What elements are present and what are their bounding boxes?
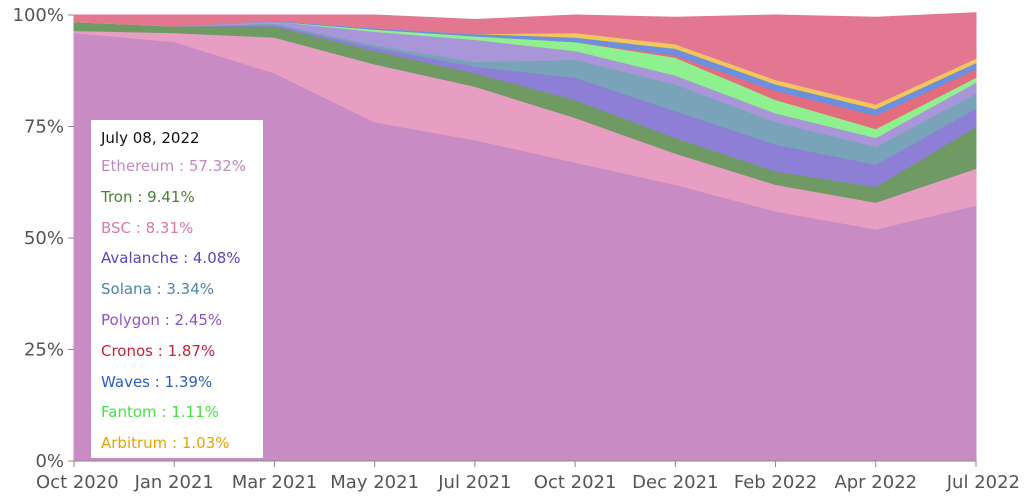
tooltip-date: July 08, 2022 bbox=[101, 129, 200, 147]
tooltip-entry: Avalanche : 4.08% bbox=[101, 249, 241, 268]
tooltip-entry: Waves : 1.39% bbox=[101, 372, 213, 391]
y-tick-label: 0% bbox=[35, 451, 64, 472]
tooltip-entry: Arbitrum : 1.03% bbox=[101, 434, 230, 453]
tooltip-entry: Polygon : 2.45% bbox=[101, 310, 223, 329]
y-tick-label: 100% bbox=[13, 5, 64, 26]
x-tick-label: Oct 2020 bbox=[36, 472, 119, 493]
tooltip-entry: Cronos : 1.87% bbox=[101, 341, 216, 360]
tooltip-entry: Tron : 9.41% bbox=[101, 187, 195, 206]
y-tick-label: 75% bbox=[24, 117, 64, 138]
y-tick-label: 50% bbox=[24, 228, 64, 249]
y-axis-ticks: 0% 25% 50% 75% 100% bbox=[13, 5, 74, 472]
tooltip: July 08, 2022 Ethereum : 57.32% Tron : 9.… bbox=[91, 120, 263, 458]
x-tick-label: Feb 2022 bbox=[734, 472, 817, 493]
x-tick-label: Jul 2021 bbox=[437, 472, 511, 493]
tooltip-entries: Ethereum : 57.32% Tron : 9.41% BSC : 8.31%… bbox=[101, 151, 253, 459]
tooltip-entry: BSC : 8.31% bbox=[101, 218, 194, 237]
x-tick-label: Jan 2021 bbox=[134, 472, 214, 493]
x-tick-label: Jul 2022 bbox=[946, 472, 1020, 493]
x-tick-label: Apr 2022 bbox=[834, 472, 917, 493]
tooltip-entry: Fantom : 1.11% bbox=[101, 403, 219, 422]
areas-group bbox=[73, 12, 977, 462]
tooltip-entry: Solana : 3.34% bbox=[101, 280, 214, 299]
x-tick-label: Mar 2021 bbox=[232, 472, 318, 493]
x-axis-ticks: Oct 2020 Jan 2021 Mar 2021 May 2021 Jul 2021… bbox=[36, 461, 1020, 493]
x-tick-label: May 2021 bbox=[330, 472, 419, 493]
x-tick-label: Oct 2021 bbox=[534, 472, 617, 493]
area-others bbox=[73, 12, 977, 105]
x-tick-label: Dec 2021 bbox=[632, 472, 718, 493]
y-tick-label: 25% bbox=[24, 340, 64, 361]
tooltip-entry: Ethereum : 57.32% bbox=[101, 157, 247, 175]
